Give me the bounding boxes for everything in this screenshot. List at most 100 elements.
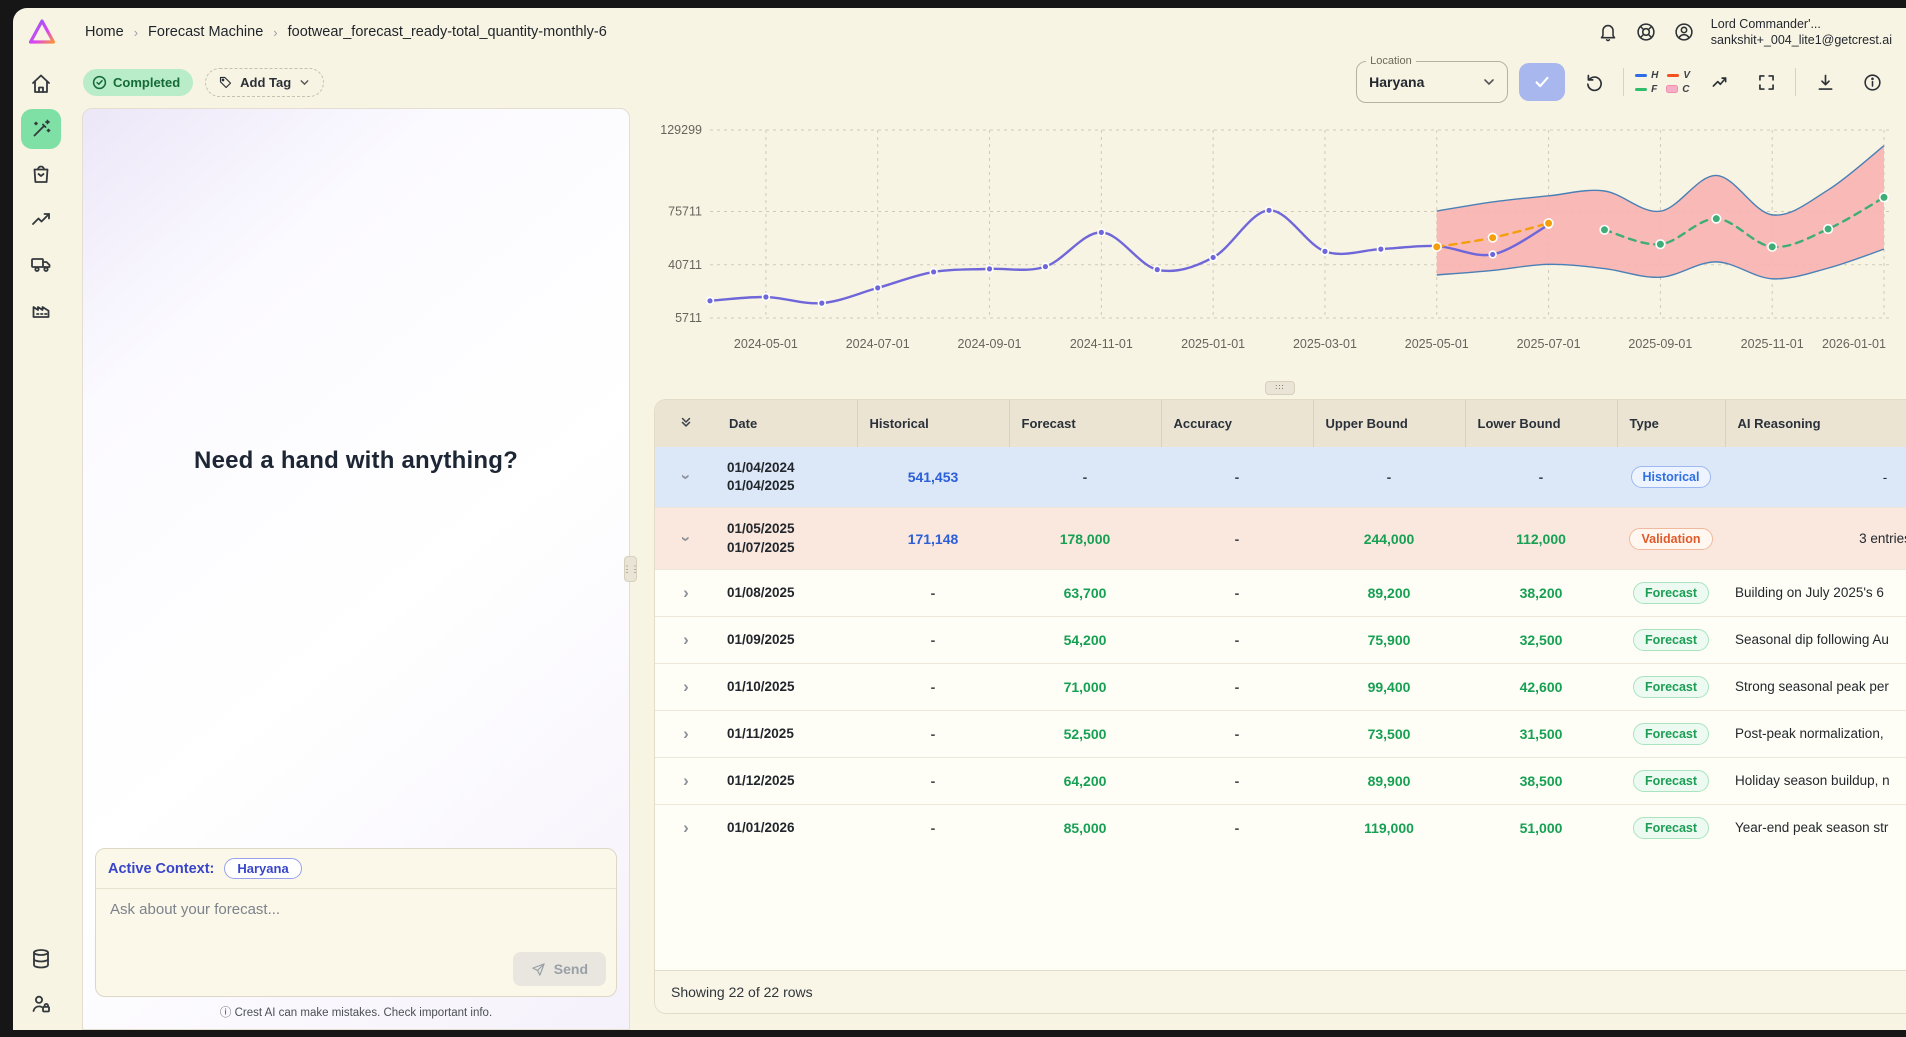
col-header-forecast[interactable]: Forecast — [1009, 400, 1161, 447]
table-cell: 52,500 — [1009, 710, 1161, 757]
shopping-bag-icon[interactable] — [29, 162, 53, 186]
legend-forecast-swatch — [1635, 88, 1647, 91]
row-expander-icon[interactable]: › — [683, 677, 689, 697]
ai-reasoning-cell: Seasonal dip following Au — [1725, 616, 1906, 663]
col-header-type[interactable]: Type — [1617, 400, 1725, 447]
reset-button[interactable] — [1576, 64, 1612, 100]
table-cell: - — [1161, 508, 1313, 569]
type-badge: Forecast — [1633, 582, 1709, 604]
svg-text:129299: 129299 — [660, 123, 702, 137]
fullscreen-button[interactable] — [1748, 64, 1784, 100]
expand-all-header[interactable] — [655, 400, 717, 447]
info-icon — [1862, 72, 1883, 93]
svg-text:2026-01-01: 2026-01-01 — [1822, 337, 1886, 351]
check-circle-icon — [92, 75, 107, 90]
row-expander-icon[interactable]: › — [676, 474, 696, 480]
panel-resize-handle[interactable]: ⋮⋮ — [624, 556, 637, 582]
sidebar-item-forecast-machine[interactable] — [21, 109, 61, 149]
type-badge: Forecast — [1633, 676, 1709, 698]
chat-input[interactable] — [96, 889, 616, 947]
table-cell: - — [1161, 710, 1313, 757]
legend-forecast-label: F — [1651, 84, 1657, 95]
row-expander-icon[interactable]: › — [683, 630, 689, 650]
type-badge: Historical — [1631, 466, 1712, 488]
table-cell: - — [1009, 447, 1161, 508]
chat-heading: Need a hand with anything? — [83, 447, 629, 475]
user-info[interactable]: Lord Commander'... sankshit+_004_lite1@g… — [1711, 16, 1892, 49]
legend-confidence-swatch — [1666, 85, 1678, 93]
location-select[interactable]: Location Haryana — [1356, 61, 1508, 103]
legend-historical-swatch — [1635, 74, 1647, 77]
row-expander-icon[interactable]: › — [683, 818, 689, 838]
table-cell: 244,000 — [1313, 508, 1465, 569]
legend-confidence-label: C — [1682, 84, 1689, 95]
svg-text:2025-03-01: 2025-03-01 — [1293, 337, 1357, 351]
home-icon[interactable] — [29, 72, 53, 96]
table-cell: - — [857, 616, 1009, 663]
divider — [1623, 68, 1624, 96]
table-row[interactable]: ›01/01/2026-85,000-119,00051,000Forecast… — [655, 804, 1906, 851]
col-header-ai-reasoning[interactable]: AI Reasoning — [1725, 400, 1906, 447]
row-expander-icon[interactable]: › — [683, 771, 689, 791]
table-cell: - — [1313, 447, 1465, 508]
truck-icon[interactable] — [29, 252, 53, 276]
series-legend[interactable]: H V F C — [1635, 70, 1690, 95]
table-row[interactable]: ›01/11/2025-52,500-73,50031,500ForecastP… — [655, 710, 1906, 757]
add-tag-button[interactable]: Add Tag — [205, 68, 324, 97]
table-row[interactable]: ›01/05/202501/07/2025171,148178,000-244,… — [655, 508, 1906, 569]
breadcrumb-separator: › — [273, 25, 277, 40]
table-scroll-area[interactable]: Date Historical Forecast Accuracy Upper … — [655, 400, 1906, 970]
breadcrumb-forecast-machine[interactable]: Forecast Machine — [148, 24, 263, 40]
forecast-table: Date Historical Forecast Accuracy Upper … — [655, 400, 1906, 851]
app-window: Home › Forecast Machine › footwear_forec… — [13, 8, 1906, 1030]
bell-icon[interactable] — [1597, 21, 1619, 43]
info-button[interactable] — [1854, 64, 1890, 100]
table-cell: - — [857, 663, 1009, 710]
table-row[interactable]: ›01/04/202401/04/2025541,453----Historic… — [655, 447, 1906, 508]
table-cell: - — [857, 757, 1009, 804]
send-button[interactable]: Send — [513, 952, 606, 986]
trend-icon[interactable] — [29, 207, 53, 231]
col-header-accuracy[interactable]: Accuracy — [1161, 400, 1313, 447]
table-cell: 73,500 — [1313, 710, 1465, 757]
col-header-date[interactable]: Date — [717, 400, 857, 447]
table-row[interactable]: ›01/12/2025-64,200-89,90038,500ForecastH… — [655, 757, 1906, 804]
toolbar: Completed Add Tag Location Haryana — [69, 56, 1906, 108]
col-header-lower-bound[interactable]: Lower Bound — [1465, 400, 1617, 447]
user-permissions-icon[interactable] — [29, 992, 53, 1016]
col-header-upper-bound[interactable]: Upper Bound — [1313, 400, 1465, 447]
table-cell: 64,200 — [1009, 757, 1161, 804]
table-cell: 38,200 — [1465, 569, 1617, 616]
row-expander-icon[interactable]: › — [683, 583, 689, 603]
download-icon — [1815, 72, 1836, 93]
active-context-chip[interactable]: Haryana — [224, 858, 301, 879]
row-expander-icon[interactable]: › — [676, 536, 696, 542]
table-cell: - — [1161, 447, 1313, 508]
avatar-icon[interactable] — [1673, 21, 1695, 43]
table-row[interactable]: ›01/08/2025-63,700-89,20038,200ForecastB… — [655, 569, 1906, 616]
factory-icon[interactable] — [29, 297, 53, 321]
svg-text:2025-11-01: 2025-11-01 — [1741, 337, 1804, 351]
crest-logo-icon[interactable] — [23, 15, 61, 49]
col-header-historical[interactable]: Historical — [857, 400, 1009, 447]
database-icon[interactable] — [29, 947, 53, 971]
table-cell: - — [857, 710, 1009, 757]
table-cell: - — [1465, 447, 1617, 508]
active-context-label: Active Context: — [108, 861, 214, 877]
table-row[interactable]: ›01/10/2025-71,000-99,40042,600ForecastS… — [655, 663, 1906, 710]
ai-reasoning-cell: 3 entries — [1725, 508, 1906, 569]
download-button[interactable] — [1807, 64, 1843, 100]
date-cell: 01/08/2025 — [717, 569, 857, 616]
tag-icon — [218, 75, 233, 90]
row-expander-icon[interactable]: › — [683, 724, 689, 744]
apply-location-button[interactable] — [1519, 63, 1565, 101]
table-cell: - — [857, 804, 1009, 851]
table-cell: 51,000 — [1465, 804, 1617, 851]
date-cell: 01/09/2025 — [717, 616, 857, 663]
breadcrumb-home[interactable]: Home — [85, 24, 124, 40]
help-icon[interactable] — [1635, 21, 1657, 43]
table-row[interactable]: ›01/09/2025-54,200-75,90032,500ForecastS… — [655, 616, 1906, 663]
date-cell: 01/10/2025 — [717, 663, 857, 710]
trendline-toggle-button[interactable] — [1701, 64, 1737, 100]
forecast-chart[interactable]: 571140711757111292992024-05-012024-07-01… — [654, 108, 1906, 385]
